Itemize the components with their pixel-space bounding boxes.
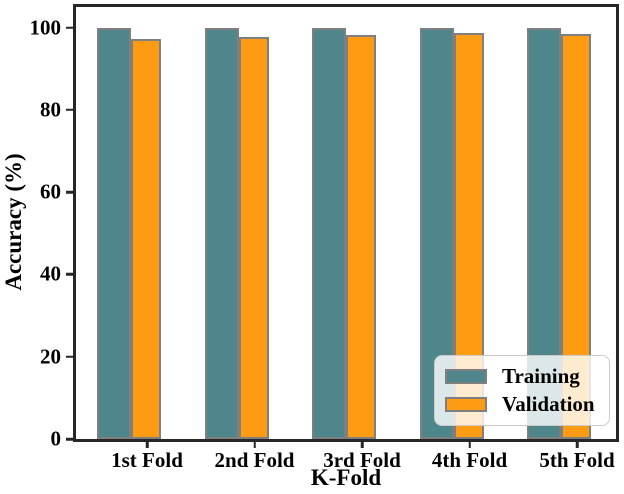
legend-item-training: Training <box>445 366 599 387</box>
legend-swatch-validation <box>445 397 487 412</box>
bars-layer <box>76 7 616 439</box>
y-tick-40 <box>66 273 73 276</box>
x-tick-label-3rd-fold: 3rd Fold <box>323 448 401 472</box>
y-tick-60 <box>66 190 73 194</box>
bar-validation-1st-fold <box>131 38 161 439</box>
bar-validation-2nd-fold <box>238 36 269 439</box>
bar-training-1st-fold <box>97 27 131 439</box>
x-tick-label-5th-fold: 5th Fold <box>539 448 615 472</box>
bar-training-3rd-fold <box>312 27 346 439</box>
x-tick-3rd-fold <box>360 441 364 448</box>
y-tick-0 <box>66 437 73 441</box>
legend-label-training: Training <box>502 364 580 388</box>
x-tick-2nd-fold <box>253 441 256 448</box>
y-tick-label-80: 80 <box>40 97 61 122</box>
x-tick-label-2nd-fold: 2nd Fold <box>214 448 295 472</box>
x-tick-label-1st-fold: 1st Fold <box>111 448 183 472</box>
y-tick-label-20: 20 <box>40 344 61 369</box>
x-tick-5th-fold <box>575 441 579 448</box>
legend-item-validation: Validation <box>445 394 599 415</box>
legend-label-validation: Validation <box>502 392 595 416</box>
y-tick-label-100: 100 <box>29 15 62 40</box>
x-axis-title: K-Fold <box>310 465 382 490</box>
legend-swatch-training <box>445 369 487 384</box>
y-tick-label-0: 0 <box>50 426 62 451</box>
x-tick-label-4th-fold: 4th Fold <box>431 448 508 472</box>
y-axis: 0 20 40 60 80 100 <box>0 7 73 449</box>
y-tick-label-40: 40 <box>40 261 61 286</box>
bar-training-2nd-fold <box>204 27 239 439</box>
legend: Training Validation <box>434 355 610 426</box>
x-tick-1st-fold <box>145 441 149 448</box>
bar-validation-3rd-fold <box>346 35 376 439</box>
plot-area <box>73 4 619 442</box>
y-tick-100 <box>66 26 73 29</box>
x-tick-4th-fold <box>468 441 471 448</box>
x-axis: 1st Fold 2nd Fold 3rd Fold 4th Fold 5th Fold <box>76 441 616 487</box>
y-tick-label-60: 60 <box>40 179 61 204</box>
y-tick-80 <box>66 108 73 112</box>
y-tick-20 <box>66 355 73 358</box>
